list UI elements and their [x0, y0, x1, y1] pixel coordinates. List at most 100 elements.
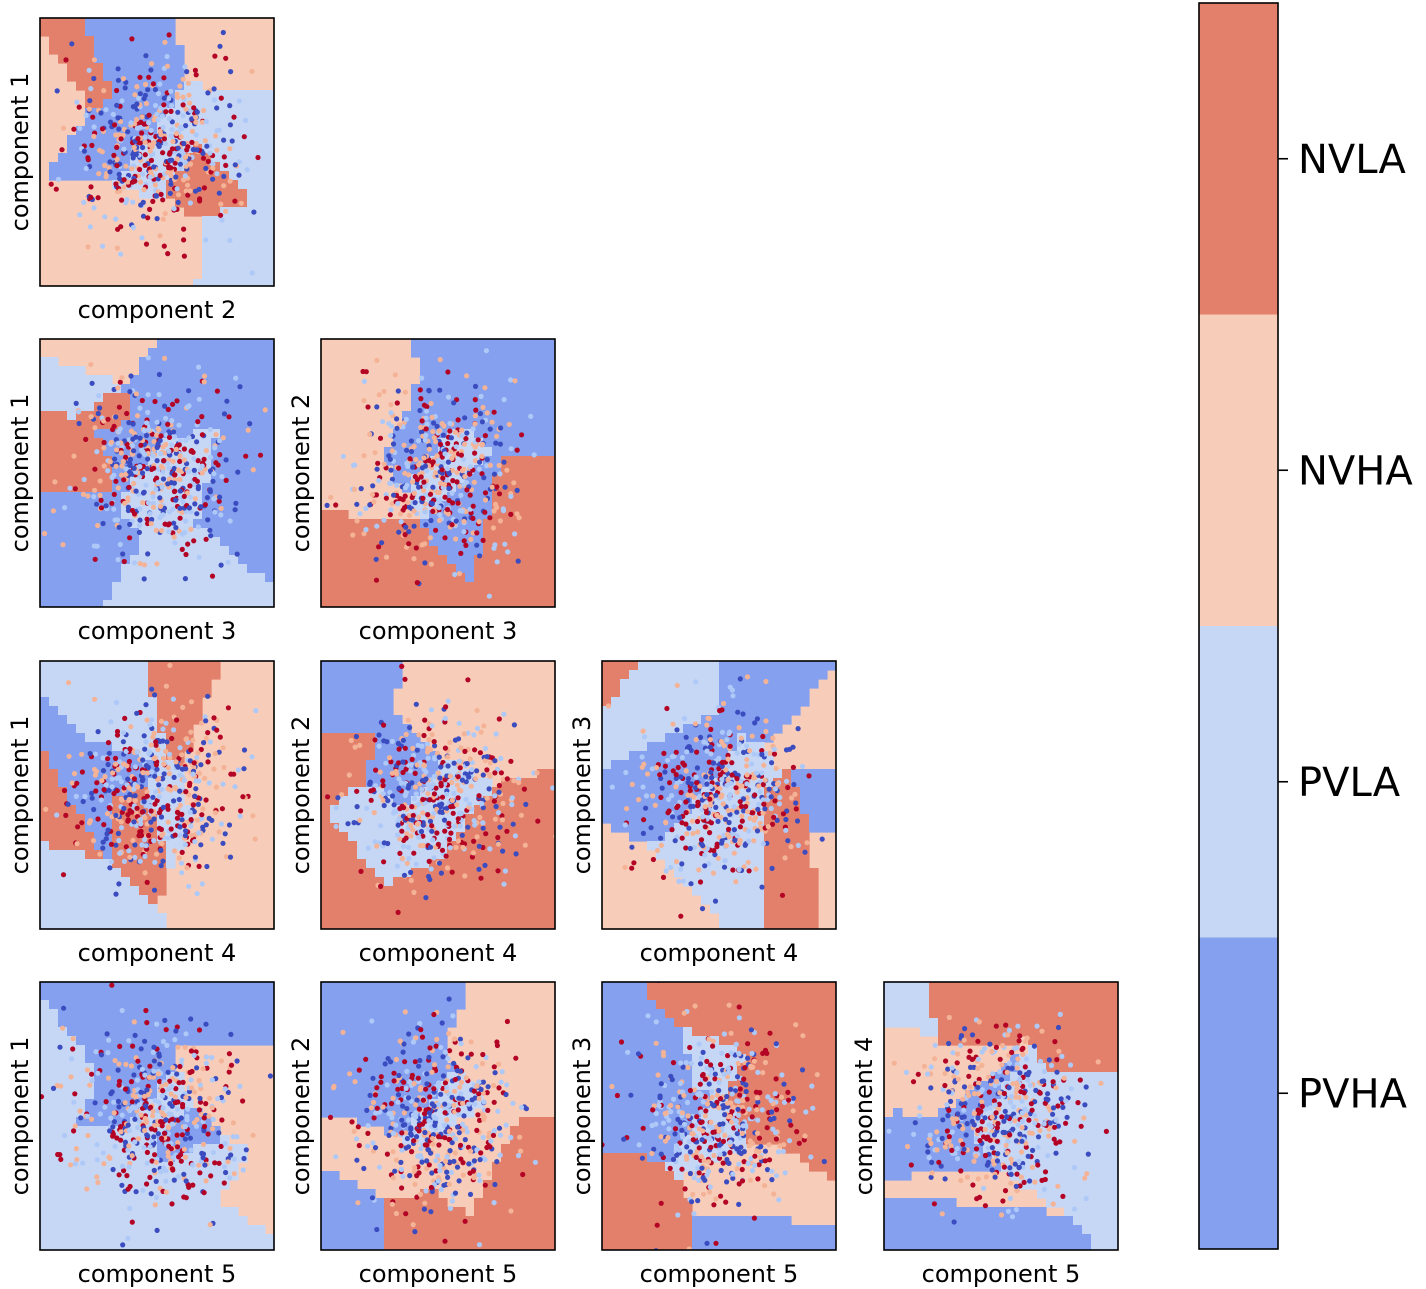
region-cell-nvla: [537, 805, 547, 815]
point-pvla: [140, 171, 146, 177]
point-nvla: [214, 727, 220, 733]
region-cell-pvha: [49, 582, 59, 592]
region-cell-nvla: [130, 859, 140, 869]
region-cell-pvla: [166, 850, 176, 860]
point-nvha: [125, 179, 131, 185]
region-cell-nvla: [330, 859, 340, 869]
region-cell-pvla: [229, 234, 239, 244]
region-cell-pvha: [112, 465, 122, 475]
point-nvha: [496, 462, 502, 469]
panel-frame: [39, 338, 275, 608]
region-cell-nvla: [330, 519, 340, 529]
region-cell-nvla: [384, 922, 394, 929]
point-pvha: [207, 527, 213, 533]
point-pvha: [131, 465, 137, 471]
point-nvla: [131, 776, 137, 782]
region-cell-nvla: [447, 582, 457, 592]
region-cell-nvla: [510, 555, 520, 565]
point-nvha: [376, 392, 382, 398]
region-cell-nvla: [366, 868, 376, 878]
region-cell-nvla: [357, 555, 367, 565]
region-cell-pvha: [148, 90, 158, 100]
region-cell-pvha: [238, 348, 248, 358]
region-cell-pvha: [429, 769, 439, 779]
region-cell-nvla: [546, 573, 555, 583]
point-nvha: [183, 106, 189, 112]
region-cell-nvla: [528, 832, 538, 842]
region-cell-nvla: [166, 679, 176, 689]
region-cell-pvha: [85, 117, 95, 127]
region-cell-pvla: [67, 868, 77, 878]
region-cell-pvla: [256, 135, 266, 145]
region-cell-pvha: [112, 769, 122, 779]
region-cell-pvla: [193, 582, 203, 592]
region-cell-pvla: [40, 913, 50, 923]
point-nvha: [80, 491, 87, 497]
point-pvla: [130, 199, 136, 205]
region-cell-pvha: [256, 465, 266, 475]
region-cell-pvla: [193, 492, 203, 502]
region-cell-pvha: [94, 600, 104, 607]
region-cell-nvla: [429, 886, 439, 896]
region-cell-nvla: [474, 805, 484, 815]
region-cell-nvla: [429, 555, 439, 565]
point-pvla: [118, 251, 124, 257]
region-cell-nvla: [330, 796, 340, 806]
region-cell-pvha: [112, 573, 122, 583]
region-cell-pvla: [247, 189, 257, 199]
region-cell-nvla: [366, 886, 376, 896]
region-cell-pvla: [157, 180, 167, 190]
region-cell-nvla: [76, 814, 86, 824]
point-pvha: [175, 199, 181, 205]
region-cell-pvha: [229, 501, 239, 511]
point-nvha: [463, 508, 469, 515]
region-cell-pvla: [229, 126, 239, 136]
region-cell-pvha: [456, 555, 466, 565]
point-nvha: [86, 106, 92, 112]
point-nvha: [88, 414, 94, 420]
region-cell-pvla: [411, 823, 421, 833]
region-cell-pvha: [157, 357, 167, 367]
region-cell-pvha: [483, 366, 493, 376]
region-cell-pvha: [130, 751, 140, 761]
point-nvha: [411, 490, 417, 496]
region-cell-pvha: [528, 438, 538, 448]
point-pvla: [424, 468, 430, 474]
region-cell-pvla: [121, 895, 131, 905]
region-cell-pvha: [519, 438, 529, 448]
region-cell-pvha: [474, 474, 484, 484]
point-nvha: [472, 413, 478, 419]
region-cell-pvla: [49, 393, 59, 403]
point-nvla: [190, 802, 196, 808]
region-cell-nvla: [330, 564, 340, 574]
point-nvha: [479, 442, 485, 448]
region-cell-pvha: [366, 679, 376, 689]
region-cell-pvla: [456, 805, 466, 815]
point-nvha: [108, 439, 115, 445]
region-cell-pvha: [447, 402, 457, 412]
region-cell-nvla: [76, 447, 86, 457]
region-cell-nvla: [546, 904, 555, 914]
point-nvha: [148, 742, 154, 748]
point-pvha: [515, 558, 521, 564]
region-cell-nvla: [546, 859, 555, 869]
point-pvla: [423, 432, 429, 438]
point-nvla: [134, 805, 140, 811]
point-pvha: [479, 419, 485, 425]
point-nvha: [152, 182, 158, 188]
region-cell-pvla: [247, 216, 257, 226]
region-cell-pvla: [220, 582, 230, 592]
point-pvla: [147, 174, 153, 180]
region-cell-pvla: [148, 456, 158, 466]
region-cell-pvla: [112, 886, 122, 896]
region-cell-pvha: [420, 366, 430, 376]
region-cell-pvha: [139, 99, 149, 109]
point-nvha: [158, 503, 164, 509]
region-cell-nvla: [112, 859, 122, 869]
point-nvla: [101, 439, 107, 446]
region-cell-pvla: [202, 456, 212, 466]
region-cell-nvla: [546, 564, 555, 574]
point-pvha: [106, 750, 112, 756]
region-cell-pvha: [175, 384, 185, 394]
region-cell-pvla: [49, 384, 59, 394]
